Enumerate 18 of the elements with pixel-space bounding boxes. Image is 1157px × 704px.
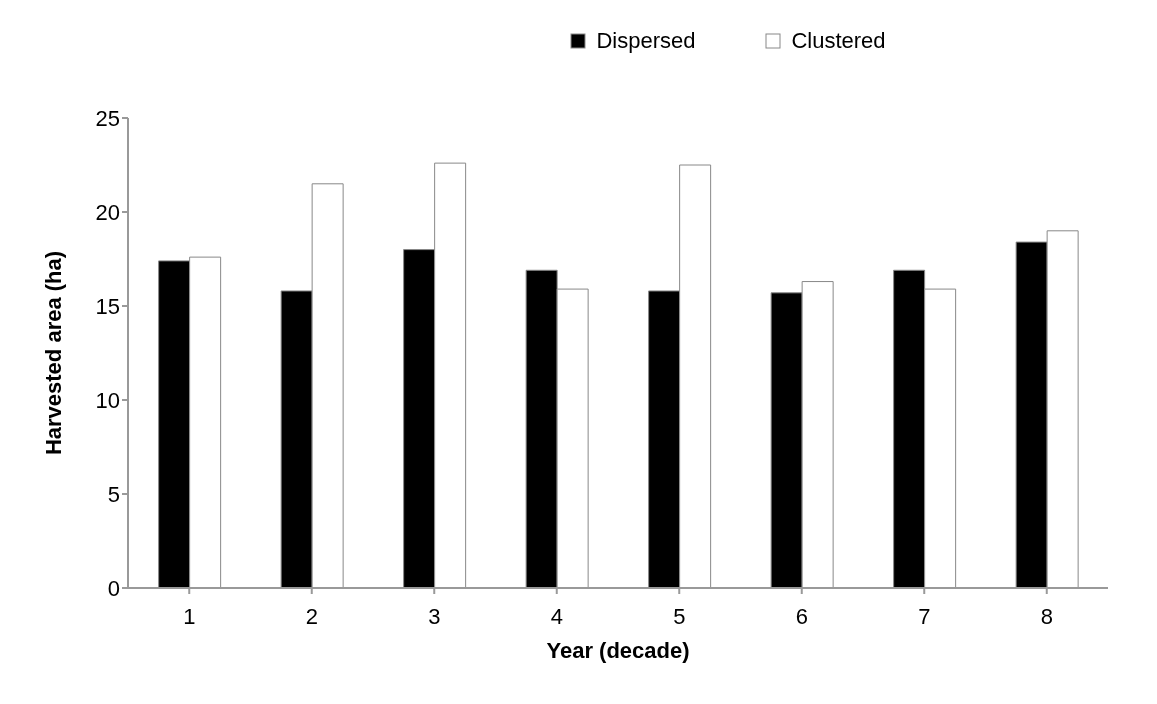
y-tick-label: 25: [95, 105, 120, 131]
x-tick-label: 6: [795, 603, 808, 629]
x-tick-label: 1: [183, 603, 196, 629]
x-axis-title: Year (decade): [546, 638, 690, 663]
y-tick-label: 20: [95, 199, 120, 225]
x-tick-label: 4: [550, 603, 563, 629]
y-tick-label: 5: [107, 481, 120, 507]
x-tick-label: 2: [305, 603, 318, 629]
legend-label: Clustered: [791, 28, 886, 54]
y-axis-title: Harvested area (ha): [40, 250, 66, 456]
x-tick-label: 8: [1040, 603, 1053, 629]
x-tick-label: 3: [428, 603, 441, 629]
y-tick-label: 0: [107, 575, 120, 601]
y-tick-label: 15: [95, 293, 120, 319]
x-tick-label: 5: [673, 603, 686, 629]
y-tick-label: 10: [95, 387, 120, 413]
x-tick-label: 7: [918, 603, 931, 629]
legend-label: Dispersed: [596, 28, 696, 54]
